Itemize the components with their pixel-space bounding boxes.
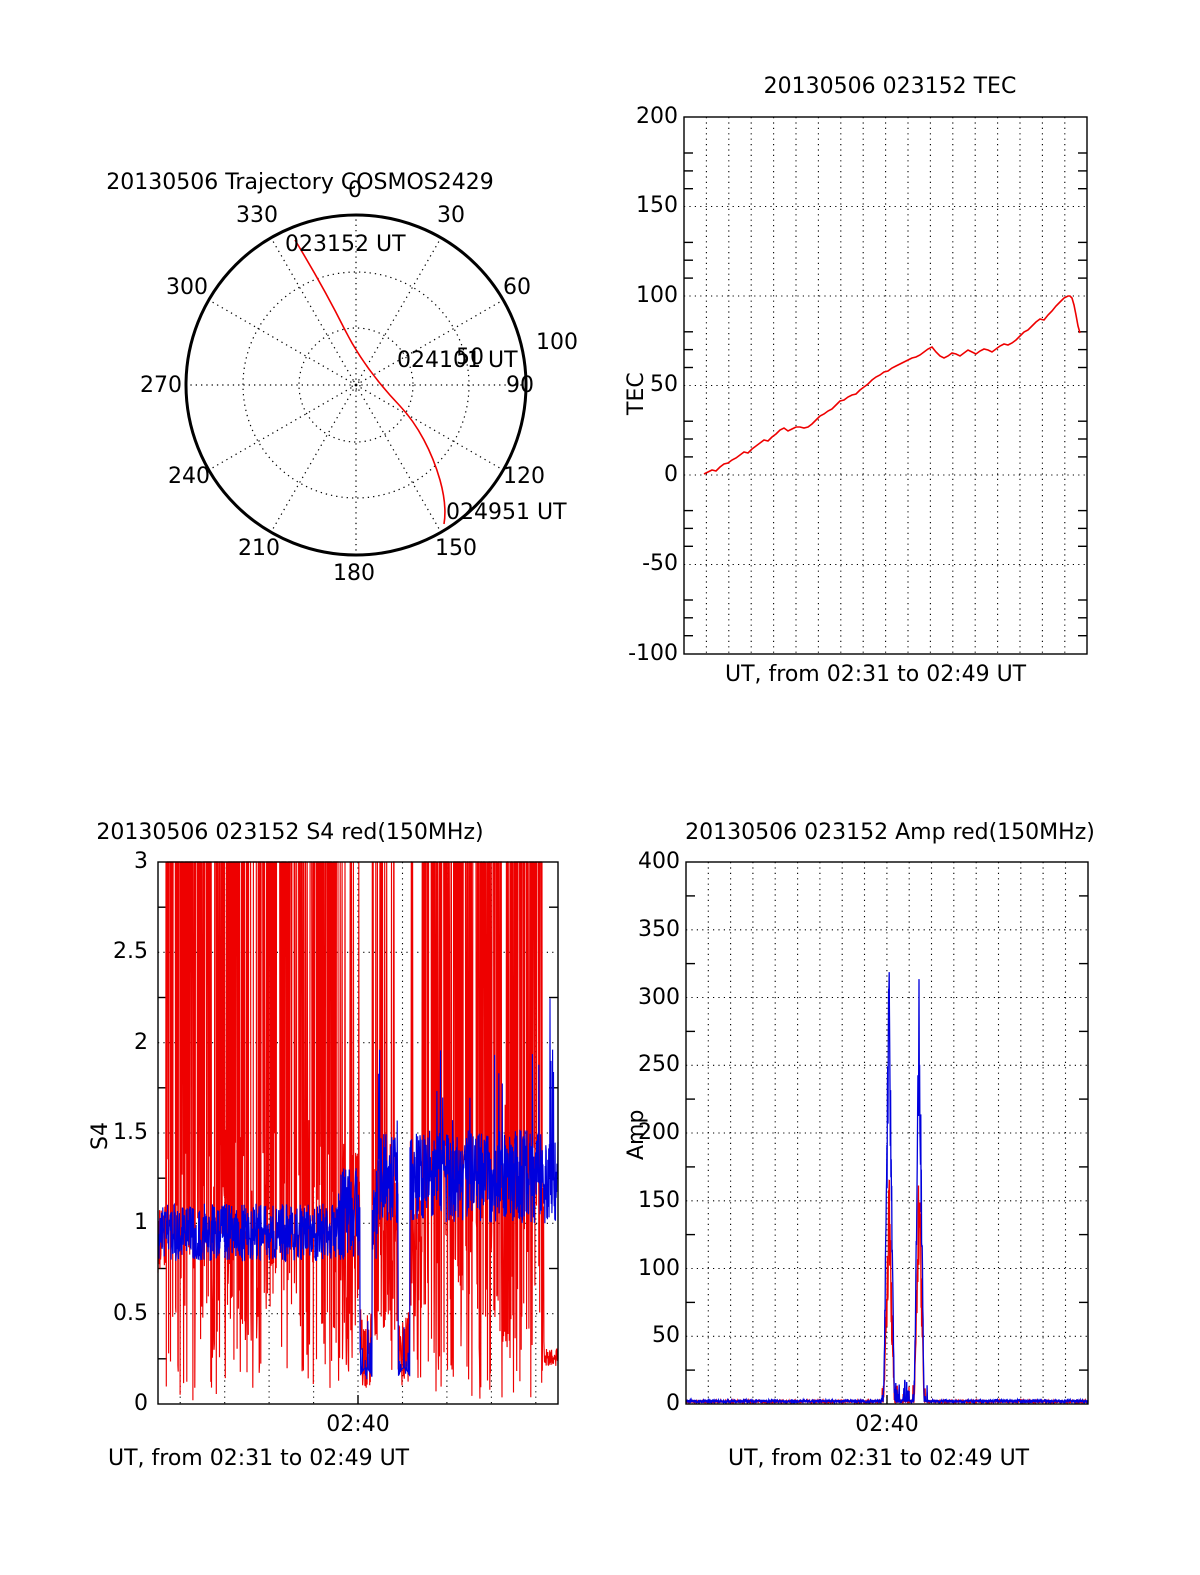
tec-title: 20130506 023152 TEC xyxy=(763,74,1017,99)
tec-x-axis-label: UT, from 02:31 to 02:49 UT xyxy=(725,662,1027,687)
s4-ytick-3: 3 xyxy=(134,849,148,874)
polar-center-dot xyxy=(351,380,361,390)
tec-ytick-0: 0 xyxy=(664,462,678,487)
amp-xtick-label-0240: 02:40 xyxy=(855,1412,919,1437)
azimuth-tick-90: 90 xyxy=(506,373,534,398)
amp-plot xyxy=(685,861,1089,1406)
amp-ytick-50: 50 xyxy=(652,1323,680,1348)
azimuth-tick-210: 210 xyxy=(238,536,280,561)
tec-trace xyxy=(703,295,1081,475)
amp-x-axis-label: UT, from 02:31 to 02:49 UT xyxy=(728,1446,1030,1471)
azimuth-tick-240: 240 xyxy=(168,464,210,489)
tec-ytick-200: 200 xyxy=(636,104,678,129)
trajectory-plot xyxy=(184,213,528,557)
elevation-tick-50: 50 xyxy=(456,345,484,370)
amp-ytick-350: 350 xyxy=(638,917,680,942)
trajectory-start-label: 023152 UT xyxy=(285,232,406,257)
tec-ytick-50: 50 xyxy=(650,372,678,397)
tec-ytick-150: 150 xyxy=(636,193,678,218)
trajectory-mid-label: 024101 UT xyxy=(397,348,518,373)
tec-yticks-minor xyxy=(684,152,1087,637)
amp-ytick-200: 200 xyxy=(638,1120,680,1145)
amp-yticks-minor xyxy=(686,895,1088,1371)
s4-ytick-2p5: 2.5 xyxy=(113,939,148,964)
s4-plot xyxy=(157,861,559,1405)
amp-ytick-150: 150 xyxy=(638,1188,680,1213)
s4-trace-400mhz xyxy=(157,998,559,1380)
s4-y-axis-label: S4 xyxy=(88,1122,113,1150)
amp-ytick-100: 100 xyxy=(638,1256,680,1281)
azimuth-tick-270: 270 xyxy=(140,373,182,398)
tec-frame xyxy=(683,116,1088,655)
tec-gridlines xyxy=(684,117,1087,654)
trajectory-panel: 20130506 Trajectory COSMOS2429 0 30 60 9… xyxy=(0,0,600,700)
amp-ytick-250: 250 xyxy=(638,1052,680,1077)
s4-ytick-1p5: 1.5 xyxy=(113,1120,148,1145)
polar-spokes xyxy=(186,215,526,555)
amp-title: 20130506 023152 Amp red(150MHz) xyxy=(685,820,1095,845)
tec-ytick-100: 100 xyxy=(636,283,678,308)
amp-panel: 20130506 023152 Amp red(150MHz) xyxy=(600,760,1200,1575)
azimuth-tick-150: 150 xyxy=(435,536,477,561)
s4-ytick-0p5: 0.5 xyxy=(113,1301,148,1326)
azimuth-tick-120: 120 xyxy=(503,464,545,489)
azimuth-tick-330: 330 xyxy=(236,203,278,228)
s4-ytick-0: 0 xyxy=(134,1391,148,1416)
trajectory-end-label: 024951 UT xyxy=(446,500,567,525)
s4-title: 20130506 023152 S4 red(150MHz) xyxy=(96,820,484,845)
amp-ytick-300: 300 xyxy=(638,985,680,1010)
s4-trace-150mhz xyxy=(157,861,559,1401)
azimuth-tick-180: 180 xyxy=(333,561,375,586)
tec-ytick-neg50: -50 xyxy=(642,551,678,576)
s4-panel: 20130506 023152 S4 red(150MHz) xyxy=(0,760,600,1575)
s4-xtick-label-0240: 02:40 xyxy=(326,1412,390,1437)
amp-y-axis-label: Amp xyxy=(624,1109,649,1160)
azimuth-tick-300: 300 xyxy=(166,275,208,300)
azimuth-tick-0: 0 xyxy=(348,178,362,203)
tec-y-axis-label: TEC xyxy=(624,372,649,415)
polar-ring-50 xyxy=(298,327,414,443)
azimuth-tick-30: 30 xyxy=(437,203,465,228)
trajectory-title: 20130506 Trajectory COSMOS2429 xyxy=(106,170,494,195)
tec-panel: 20130506 023152 TEC xyxy=(600,0,1200,700)
tec-plot xyxy=(683,116,1088,655)
amp-ytick-400: 400 xyxy=(638,849,680,874)
polar-ring-100 xyxy=(242,271,470,499)
azimuth-tick-60: 60 xyxy=(503,275,531,300)
amp-trace-400mhz xyxy=(685,972,1089,1406)
tec-ytick-neg100: -100 xyxy=(628,641,678,666)
s4-ytick-1: 1 xyxy=(134,1210,148,1235)
amp-ytick-0: 0 xyxy=(666,1391,680,1416)
trajectory-trace xyxy=(294,239,446,525)
s4-x-axis-label: UT, from 02:31 to 02:49 UT xyxy=(108,1446,410,1471)
s4-ytick-2: 2 xyxy=(134,1030,148,1055)
elevation-tick-100: 100 xyxy=(536,330,578,355)
